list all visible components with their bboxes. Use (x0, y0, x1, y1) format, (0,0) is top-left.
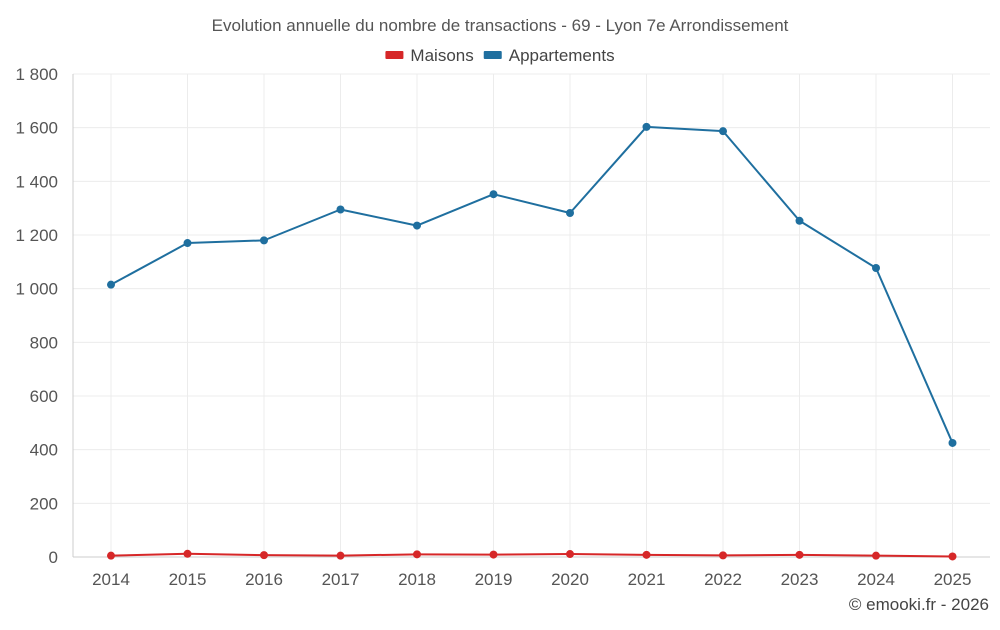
y-tick-label: 1 400 (15, 172, 58, 191)
data-point-appartements[interactable] (413, 221, 421, 230)
legend-item-appartements[interactable]: Appartements (483, 46, 615, 65)
data-point-maisons[interactable] (107, 551, 115, 560)
data-point-maisons[interactable] (948, 552, 957, 561)
data-point-maisons[interactable] (566, 550, 574, 559)
x-tick-label: 2020 (551, 570, 589, 589)
y-tick-label: 1 800 (15, 65, 58, 84)
data-point-appartements[interactable] (719, 127, 727, 136)
x-tick-label: 2017 (322, 570, 360, 589)
x-tick-label: 2018 (398, 570, 436, 589)
data-point-maisons[interactable] (336, 551, 345, 560)
data-point-maisons[interactable] (795, 550, 804, 559)
credit-text: © emooki.fr - 2026 (849, 595, 989, 614)
data-point-maisons[interactable] (183, 549, 192, 558)
x-axis-ticks: 2014 2015 2016 2017 2018 2019 2020 2021 2022 2023… (92, 570, 971, 589)
data-point-appartements[interactable] (260, 236, 268, 245)
legend-swatch (385, 51, 404, 59)
x-tick-label: 2025 (934, 570, 972, 589)
x-tick-label: 2023 (781, 570, 819, 589)
data-point-appartements[interactable] (642, 122, 651, 131)
series-appartements (107, 122, 957, 447)
series-line-appartements (110, 125, 954, 444)
x-tick-label: 2015 (169, 570, 207, 589)
data-point-maisons[interactable] (872, 551, 880, 560)
x-tick-label: 2014 (92, 570, 130, 589)
data-point-appartements[interactable] (566, 208, 574, 217)
x-tick-label: 2019 (475, 570, 513, 589)
chart-title: Evolution annuelle du nombre de transact… (212, 16, 789, 35)
data-point-appartements[interactable] (795, 216, 804, 225)
data-point-appartements[interactable] (336, 205, 345, 214)
y-tick-label: 0 (49, 548, 58, 567)
y-tick-label: 600 (30, 387, 58, 406)
legend-item-maisons[interactable]: Maisons (385, 46, 474, 65)
y-tick-label: 800 (30, 333, 58, 352)
y-tick-label: 1 200 (15, 226, 58, 245)
y-tick-label: 1 000 (15, 280, 58, 299)
data-point-maisons[interactable] (260, 551, 268, 560)
x-tick-label: 2024 (857, 570, 895, 589)
y-tick-label: 200 (30, 494, 58, 513)
series-line-maisons (110, 552, 953, 558)
legend-label: Maisons (410, 46, 473, 65)
legend-swatch (483, 51, 502, 59)
data-point-maisons[interactable] (413, 550, 421, 559)
grid-lines (72, 73, 990, 558)
data-point-maisons[interactable] (719, 551, 727, 560)
legend: Maisons Appartements (385, 46, 615, 65)
data-point-appartements[interactable] (183, 239, 192, 248)
data-point-appartements[interactable] (489, 190, 498, 199)
y-tick-label: 400 (30, 441, 58, 460)
series-maisons (107, 549, 957, 561)
data-point-appartements[interactable] (948, 438, 957, 447)
legend-label: Appartements (509, 46, 615, 65)
data-point-maisons[interactable] (489, 550, 498, 559)
data-point-appartements[interactable] (107, 280, 115, 289)
data-point-maisons[interactable] (642, 550, 651, 559)
series-layer (107, 122, 957, 561)
y-axis-ticks: 0 200 400 600 800 1 000 1 200 1 400 1 600 1 800 (15, 65, 58, 567)
y-tick-label: 1 600 (15, 119, 58, 138)
x-tick-label: 2022 (704, 570, 742, 589)
x-tick-label: 2016 (245, 570, 283, 589)
data-point-appartements[interactable] (872, 264, 880, 273)
x-tick-label: 2021 (628, 570, 666, 589)
